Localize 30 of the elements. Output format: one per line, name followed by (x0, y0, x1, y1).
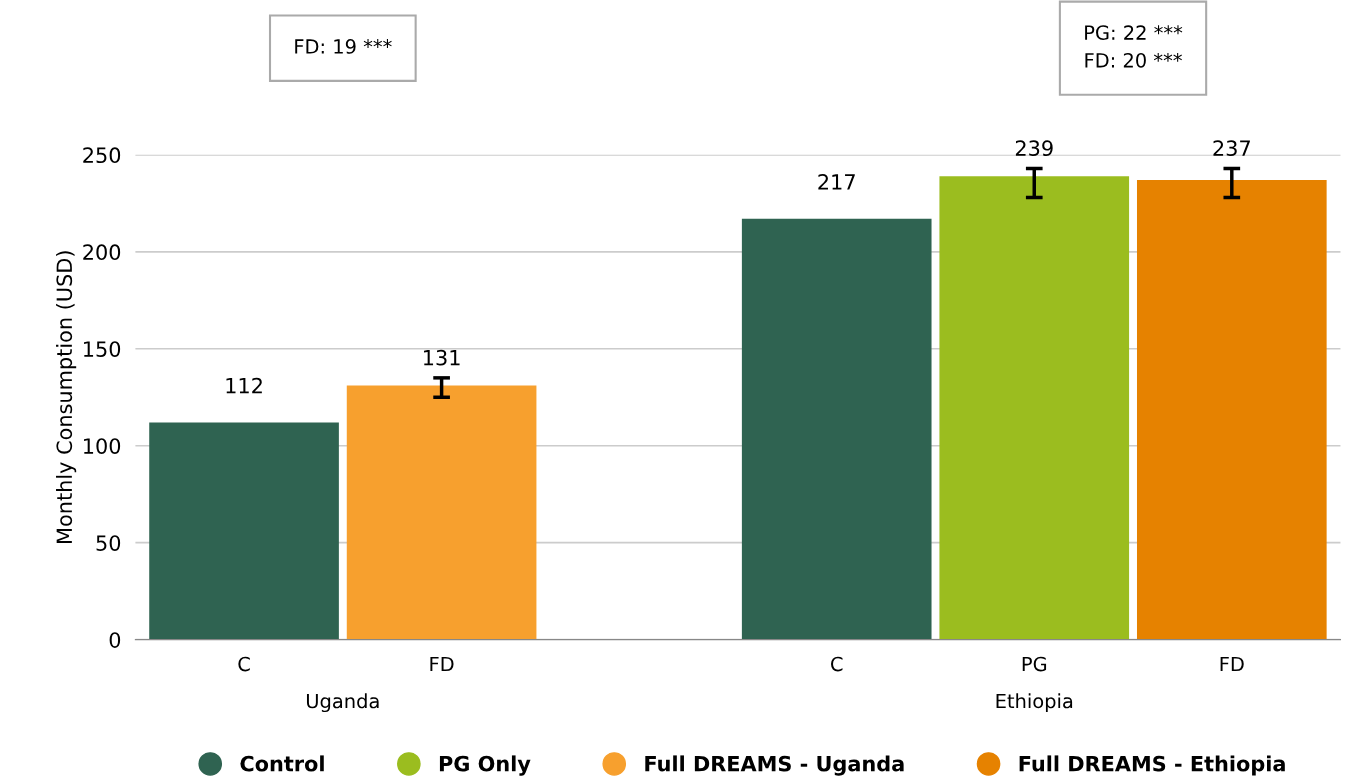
data-label: 112 (226, 377, 262, 394)
text: Ethiopia (996, 693, 1073, 713)
y-tick-label: 200 (83, 244, 121, 261)
text: PG: 22 *** FD: 20 *** (1085, 25, 1183, 68)
x-tick-label: C (238, 656, 250, 672)
data-label: 237 (1213, 140, 1250, 157)
bar (346, 385, 537, 640)
bar (939, 176, 1130, 640)
data-label: 131 (424, 349, 460, 366)
legend-label: PG Only (439, 755, 531, 776)
x-tick-label: FD (1220, 656, 1244, 672)
bar (149, 422, 339, 640)
bar (1136, 180, 1327, 640)
data-label: 239 (1015, 140, 1053, 157)
y-tick-label: 50 (96, 535, 121, 551)
y-axis-title: Monthly Consumption (USD) (56, 251, 77, 543)
y-tick-label: 0 (109, 632, 121, 648)
data-label: 217 (818, 174, 855, 190)
x-tick-label: PG (1022, 656, 1047, 672)
legend-label: Full DREAMS - Ethiopia (1019, 755, 1285, 776)
y-tick-label: 150 (84, 341, 121, 357)
y-tick-label: 250 (83, 147, 121, 164)
text: FD: 19 *** (295, 39, 392, 54)
legend-label: Control (240, 755, 324, 772)
text: Uganda (306, 693, 379, 713)
bar (741, 218, 932, 640)
x-tick-label: FD (430, 656, 454, 672)
legend-label: Full DREAMS - Uganda (645, 755, 904, 776)
x-tick-label: C (831, 656, 843, 672)
y-tick-label: 100 (84, 438, 121, 454)
